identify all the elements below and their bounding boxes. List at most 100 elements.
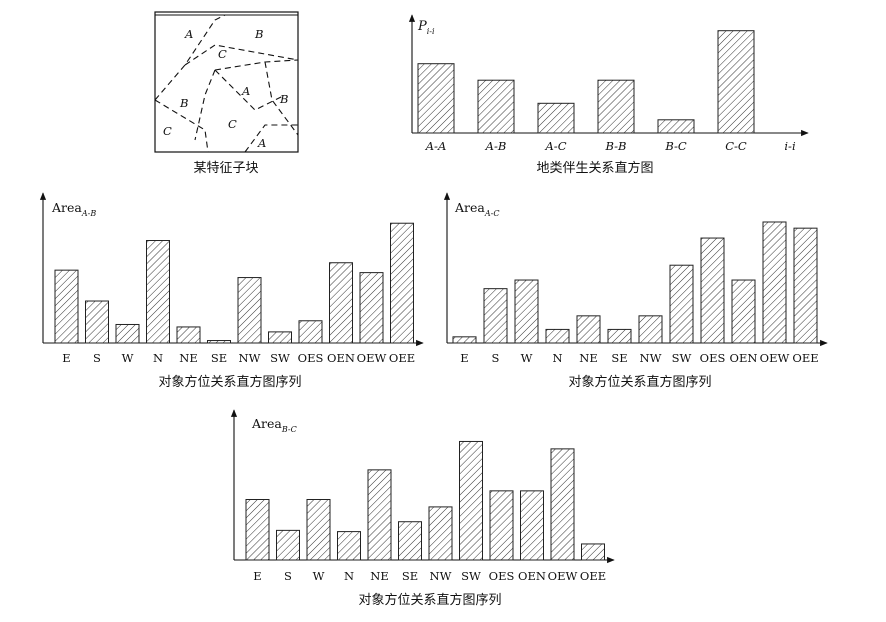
bar-N [545, 328, 570, 344]
bar-NW [428, 506, 453, 561]
bar-E [54, 269, 79, 344]
x-axis-label: i-i [784, 139, 796, 153]
tick-label: N [153, 351, 163, 365]
bar-NE [176, 326, 201, 344]
tick-label: OES [700, 351, 726, 365]
region-label: A [241, 84, 250, 98]
tick-label: OEN [730, 351, 758, 365]
boundary-line [264, 61, 299, 136]
feature-block-diagram: A B C A B B C C A 某特征子块 [154, 11, 299, 176]
bar-OEE [581, 543, 605, 561]
tick-label: OEE [580, 569, 606, 583]
tick-label: OEE [792, 351, 818, 365]
region-label: A [257, 136, 266, 150]
bar-W [115, 323, 140, 344]
bar-SE [607, 328, 632, 344]
y-axis-label: AreaB-C [251, 416, 297, 434]
region-label: C [163, 124, 172, 138]
tick-label: NW [430, 569, 452, 583]
tick-label: E [460, 351, 468, 365]
tick-label: NW [640, 351, 662, 365]
tick-label: SW [672, 351, 692, 365]
tick-label: SW [461, 569, 481, 583]
bar-OEE [793, 227, 818, 344]
block-caption: 某特征子块 [193, 161, 258, 176]
chart-area_ab: AreaA-BE S W N NE SE NW SW OES OEN OEW OEE对象方位关系直方图… [39, 192, 424, 390]
boundary-line [244, 124, 298, 153]
y-axis-label: AreaA-C [454, 200, 499, 218]
chart-caption: 对象方位关系直方图序列 [158, 374, 301, 390]
bar-OES [489, 490, 514, 561]
tick-label: A-C [545, 139, 567, 153]
tick-label: NE [370, 569, 388, 583]
tick-label: OEW [357, 351, 387, 365]
tick-label: OEN [518, 569, 546, 583]
y-axis-label: AreaA-B [51, 200, 96, 218]
tick-label: S [93, 351, 101, 365]
tick-label: W [313, 569, 325, 583]
bar-C-C [717, 30, 755, 134]
tick-label: B-B [604, 139, 626, 153]
bar-OEE [390, 222, 414, 344]
tick-label: N [552, 351, 562, 365]
tick-label: W [521, 351, 533, 365]
tick-label: B-C [664, 139, 687, 153]
bar-OEW [359, 272, 384, 344]
bar-NW [638, 315, 663, 344]
tick-label: A-A [425, 139, 447, 153]
region-label: B [254, 27, 263, 41]
charts-group: Pi-i A-A A-B A-C B-B B-C C-C i-i 地类伴生关系直方图 AreaA-… [39, 14, 828, 608]
chart-area_ac: AreaA-CE S W N NE SE NW SW OES OEN OEW OEE对象方位关系直方图… [443, 192, 828, 390]
tick-label: SW [270, 351, 290, 365]
bar-OEW [762, 221, 787, 344]
tick-label: N [344, 569, 354, 583]
tick-label: OEW [760, 351, 790, 365]
tick-label: NE [579, 351, 597, 365]
bar-OEN [329, 262, 353, 344]
tick-label: NE [179, 351, 197, 365]
bar-A-B [477, 79, 515, 134]
region-label: C [228, 117, 237, 131]
bar-NE [576, 315, 601, 344]
tick-label: S [492, 351, 500, 365]
bar-B-C [657, 119, 695, 134]
tick-label: SE [211, 351, 227, 365]
tick-label: OEE [389, 351, 415, 365]
region-label: B [179, 96, 188, 110]
y-axis-label: Pi-i [417, 19, 435, 36]
tick-label: OEW [548, 569, 578, 583]
tick-label: C-C [725, 139, 747, 153]
bar-NW [237, 277, 262, 344]
tick-label: SE [611, 351, 627, 365]
bar-OES [298, 320, 323, 344]
bar-N [146, 240, 170, 344]
bar-OEN [520, 490, 544, 561]
chart-caption: 地类伴生关系直方图 [536, 160, 653, 176]
bar-W [306, 498, 331, 561]
region-label: B [279, 92, 288, 106]
bar-OES [700, 237, 725, 344]
bar-A-A [417, 63, 455, 134]
bar-SE [398, 521, 422, 561]
chart-caption: 对象方位关系直方图序列 [358, 592, 501, 608]
tick-label: W [122, 351, 134, 365]
chart-cooccurrence: Pi-i A-A A-B A-C B-B B-C C-C i-i 地类伴生关系直方图 [408, 14, 809, 176]
chart-area_bc: AreaB-CE S W N NE SE NW SW OES OEN OEW OEE对象方位关系直方图… [230, 409, 615, 608]
block-border [154, 11, 299, 153]
bar-SW [268, 331, 292, 344]
bar-SW [459, 440, 483, 561]
tick-label: E [62, 351, 70, 365]
region-label: C [218, 47, 227, 61]
chart-caption: 对象方位关系直方图序列 [568, 374, 711, 390]
boundary-line [154, 99, 209, 153]
boundary-line [214, 59, 299, 71]
bar-NE [367, 469, 392, 561]
tick-label: OES [489, 569, 515, 583]
tick-label: E [253, 569, 261, 583]
boundary-line [154, 14, 226, 101]
boundary-line [184, 44, 299, 66]
bar-SW [669, 264, 694, 344]
tick-label: NW [239, 351, 261, 365]
bar-S [483, 288, 508, 344]
